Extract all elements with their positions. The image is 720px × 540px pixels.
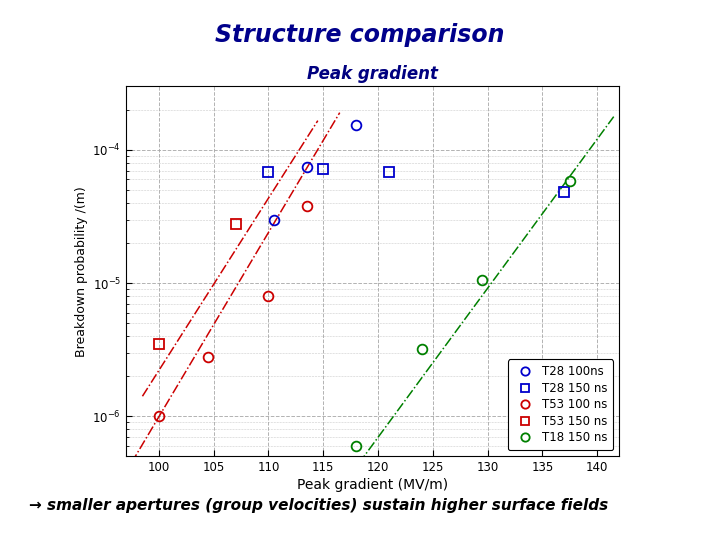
Legend: T28 100ns, T28 150 ns, T53 100 ns, T53 150 ns, T18 150 ns: T28 100ns, T28 150 ns, T53 100 ns, T53 1…: [508, 360, 613, 450]
Y-axis label: Breakdown probability /(m): Breakdown probability /(m): [76, 186, 89, 357]
Text: Structure comparison: Structure comparison: [215, 23, 505, 47]
X-axis label: Peak gradient (MV/m): Peak gradient (MV/m): [297, 478, 448, 492]
Text: → smaller apertures (group velocities) sustain higher surface fields: → smaller apertures (group velocities) s…: [29, 498, 608, 514]
Title: Peak gradient: Peak gradient: [307, 65, 438, 84]
